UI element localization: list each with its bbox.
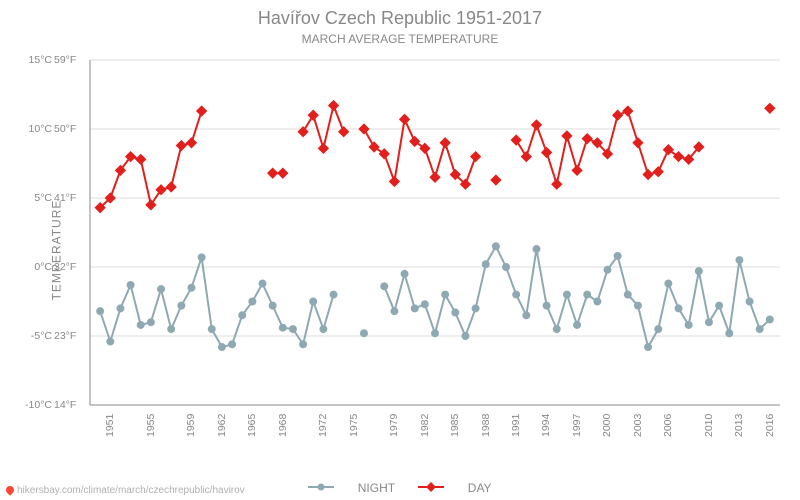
page-title: Havířov Czech Republic 1951-2017: [0, 8, 800, 29]
legend-day-label: DAY: [468, 481, 492, 495]
y-axis-label: TEMPERATURE: [49, 200, 63, 301]
legend-night-marker: [308, 481, 334, 496]
source-url: hikersbay.com/climate/march/czechrepubli…: [6, 485, 245, 496]
pin-icon: [4, 485, 15, 496]
legend-night-label: NIGHT: [358, 481, 395, 495]
legend-day-marker: [418, 481, 444, 496]
chart-subtitle: MARCH AVERAGE TEMPERATURE: [0, 32, 800, 46]
chart-plot: [90, 60, 780, 405]
